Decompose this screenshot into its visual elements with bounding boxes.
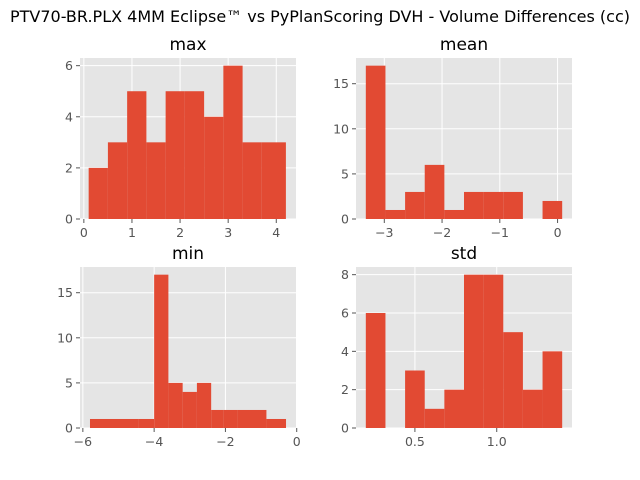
panel-title: min xyxy=(172,244,204,264)
y-tick-label: 5 xyxy=(341,166,349,181)
x-tick-label: 0 xyxy=(293,434,301,449)
histogram-bar xyxy=(138,418,155,428)
histogram-bar xyxy=(89,418,139,428)
histogram-bar xyxy=(405,191,425,219)
histogram-bar xyxy=(88,167,108,219)
histogram-bar xyxy=(464,191,484,219)
x-tick-label: 4 xyxy=(272,225,280,240)
y-tick-label: 10 xyxy=(57,330,73,345)
histogram-bar xyxy=(424,408,445,428)
histogram-bar xyxy=(483,191,504,219)
histogram-bar xyxy=(365,65,386,220)
panel-std: 0.5 1.0 0 2 4 6 8 std xyxy=(341,244,572,449)
histogram-bar xyxy=(385,209,406,219)
y-tick-label: 2 xyxy=(65,160,73,175)
histogram-bar xyxy=(444,389,464,428)
y-tick-label: 10 xyxy=(333,121,349,136)
x-tick-label: 1.0 xyxy=(487,434,507,449)
histogram-bar xyxy=(182,391,197,428)
histogram-bar xyxy=(542,351,563,428)
histogram-bar xyxy=(242,142,262,219)
histogram-bar xyxy=(204,116,224,219)
y-tick-label: 6 xyxy=(341,306,349,321)
x-tick-label: 2 xyxy=(176,225,184,240)
x-tick-label: −3 xyxy=(375,225,393,240)
x-tick-label: −6 xyxy=(74,434,92,449)
x-tick-label: 3 xyxy=(224,225,232,240)
x-tick-label: 0 xyxy=(554,225,562,240)
histogram-bar xyxy=(483,274,504,428)
x-tick-label: −2 xyxy=(433,225,451,240)
histogram-bar xyxy=(127,91,147,219)
histogram-bar xyxy=(146,142,166,219)
y-tick-label: 4 xyxy=(341,344,349,359)
panel-title: max xyxy=(169,35,206,55)
x-tick-label: −4 xyxy=(145,434,163,449)
histogram-bar xyxy=(365,313,386,428)
histogram-bar xyxy=(168,382,183,428)
panel-max: 0 1 2 3 4 0 2 4 6 max xyxy=(65,35,296,240)
histogram-bar xyxy=(165,91,185,219)
histogram-bar xyxy=(522,389,543,428)
panel-min: −6 −4 −2 0 0 5 10 15 min xyxy=(57,244,301,449)
histogram-bar xyxy=(196,382,212,428)
y-tick-label: 2 xyxy=(341,382,349,397)
y-tick-label: 0 xyxy=(341,212,349,227)
y-tick-label: 15 xyxy=(333,76,349,91)
histogram-bar xyxy=(464,274,484,428)
histogram-bar xyxy=(503,332,523,428)
x-tick-label: 1 xyxy=(128,225,136,240)
histogram-bar xyxy=(424,164,445,219)
x-tick-label: −2 xyxy=(216,434,234,449)
histogram-bar xyxy=(211,409,224,428)
histogram-bar xyxy=(405,370,425,428)
histogram-bar xyxy=(223,409,238,428)
x-tick-label: 0.5 xyxy=(405,434,425,449)
panel-title: std xyxy=(451,244,477,264)
histogram-bar xyxy=(542,200,563,219)
figure-suptitle: PTV70-BR.PLX 4MM Eclipse™ vs PyPlanScori… xyxy=(10,7,630,26)
histogram-bar xyxy=(154,274,169,428)
y-tick-label: 8 xyxy=(341,267,349,282)
histogram-bar xyxy=(444,209,464,219)
histogram-bar xyxy=(266,418,287,428)
x-tick-label: −1 xyxy=(491,225,509,240)
histogram-bar xyxy=(223,65,243,220)
x-tick-label: 0 xyxy=(80,225,88,240)
y-tick-label: 0 xyxy=(341,421,349,436)
y-tick-label: 5 xyxy=(65,375,73,390)
y-tick-label: 0 xyxy=(65,421,73,436)
panel-title: mean xyxy=(440,35,488,55)
y-tick-label: 6 xyxy=(65,58,73,73)
histogram-bar xyxy=(503,191,523,219)
y-tick-label: 15 xyxy=(57,285,73,300)
histogram-bar xyxy=(184,91,205,219)
y-tick-label: 0 xyxy=(65,212,73,227)
panel-mean: −3 −2 −1 0 0 5 10 15 mean xyxy=(333,35,572,240)
histogram-bar xyxy=(237,409,267,428)
y-tick-label: 4 xyxy=(65,109,73,124)
histogram-bar xyxy=(107,142,128,219)
histogram-bar xyxy=(261,142,286,219)
